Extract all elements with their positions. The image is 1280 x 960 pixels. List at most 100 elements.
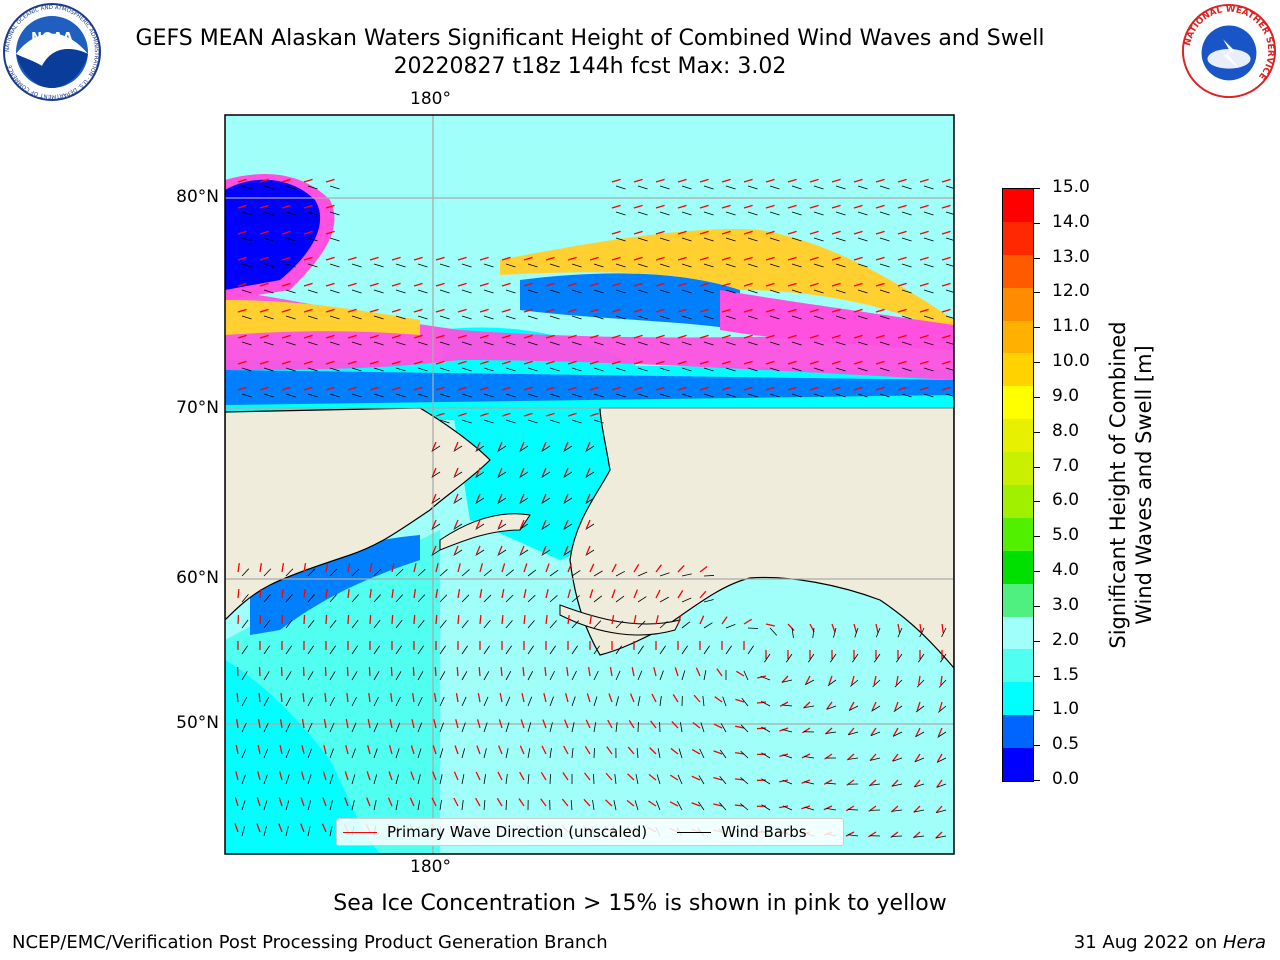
wave-direction-arrow <box>743 334 753 339</box>
wave-direction-arrow <box>236 692 239 703</box>
wind-barb <box>901 263 912 268</box>
wave-direction-arrow <box>609 667 613 677</box>
wind-barb <box>923 289 934 294</box>
wind-barb <box>541 549 551 556</box>
wind-barb <box>329 696 335 707</box>
wave-direction-arrow <box>853 178 863 183</box>
wind-barb <box>941 627 947 638</box>
wind-barb <box>896 653 903 663</box>
wind-barb <box>879 341 890 346</box>
wave-direction-arrow <box>583 798 591 807</box>
wave-direction-arrow <box>237 256 247 261</box>
colorbar-segment <box>1003 320 1033 354</box>
colorbar-segment <box>1003 188 1033 222</box>
wave-direction-arrow <box>457 412 467 417</box>
wave-direction-arrow <box>369 563 373 573</box>
wave-direction-arrow <box>324 692 327 703</box>
wind-barb <box>659 237 670 242</box>
wave-direction-arrow <box>734 778 745 781</box>
wave-direction-arrow <box>435 614 438 625</box>
land-peninsula <box>559 604 681 636</box>
colorbar-segment <box>1003 386 1033 420</box>
wind-barb <box>461 722 466 733</box>
wind-barb <box>747 289 758 294</box>
wave-direction-arrow <box>453 493 459 503</box>
wave-direction-arrow <box>435 282 445 287</box>
wind-barb <box>483 594 492 603</box>
wind-barb <box>285 341 296 346</box>
wave-direction-arrow <box>937 727 943 737</box>
wave-direction-arrow <box>787 256 797 261</box>
wave-direction-arrow <box>303 178 313 183</box>
wind-barb <box>681 367 692 372</box>
wind-barb <box>439 645 446 655</box>
wind-barb <box>453 523 463 530</box>
wind-barb <box>699 748 705 759</box>
colorbar-tick-label: 2.0 <box>1052 629 1080 650</box>
wind-barb <box>285 619 293 629</box>
wave-direction-arrow <box>323 745 327 755</box>
colorbar-segment <box>1003 583 1033 617</box>
wind-barb <box>285 315 296 320</box>
wave-direction-arrow <box>875 334 885 339</box>
wind-barb <box>769 263 780 268</box>
wave-direction-arrow <box>941 256 951 261</box>
wind-barb <box>431 497 441 504</box>
wind-barb <box>725 367 736 372</box>
wave-direction-arrow <box>699 590 707 599</box>
wind-barb <box>916 679 925 688</box>
wind-barb <box>395 671 402 681</box>
wave-direction-arrow <box>567 614 570 625</box>
wind-barb <box>769 315 780 320</box>
wind-barb <box>241 367 252 372</box>
wave-direction-arrow <box>677 386 687 391</box>
wave-direction-arrow <box>413 614 416 625</box>
wind-barb <box>571 722 575 733</box>
lat-label-60: 60°N <box>176 568 219 588</box>
wind-barb <box>937 731 947 738</box>
colorbar-tick-mark <box>1034 605 1040 607</box>
wave-direction-arrow <box>325 256 335 261</box>
wind-barb <box>373 289 384 294</box>
wave-direction-arrow <box>435 386 445 391</box>
wave-direction-arrow <box>563 467 569 477</box>
wave-direction-arrow <box>413 256 423 261</box>
wave-direction-arrow <box>677 230 687 235</box>
wave-direction-arrow <box>519 771 525 781</box>
wind-barb <box>681 237 692 242</box>
wave-direction-arrow <box>655 589 661 599</box>
wave-direction-arrow <box>831 308 841 313</box>
wind-barb <box>497 445 507 452</box>
wind-barb <box>263 393 274 398</box>
wave-direction-arrow <box>479 282 489 287</box>
wind-barb <box>395 289 406 294</box>
wind-barb <box>791 627 794 638</box>
wind-barb <box>901 341 912 346</box>
wave-direction-arrow <box>347 308 357 313</box>
wave-direction-arrow <box>853 282 863 287</box>
wind-barb <box>285 367 296 372</box>
wave-direction-arrow <box>633 615 637 625</box>
wind-barb <box>698 775 705 785</box>
wind-barb <box>241 826 246 837</box>
wind-barb <box>761 726 771 733</box>
wave-direction-arrow <box>501 614 504 625</box>
wave-direction-arrow <box>809 386 819 391</box>
colorbar-label-line2: Wind Waves and Swell [m] <box>1132 345 1156 625</box>
wind-barb <box>857 315 868 320</box>
wind-barb <box>854 627 859 638</box>
wind-barb <box>417 774 421 785</box>
wave-direction-arrow <box>281 308 291 313</box>
wave-direction-arrow <box>235 771 239 781</box>
wave-direction-arrow <box>346 666 349 677</box>
wave-direction-arrow <box>938 701 943 711</box>
wave-direction-arrow <box>433 693 437 703</box>
wind-barb <box>847 809 859 811</box>
wind-barb <box>725 185 736 190</box>
wave-direction-arrow <box>497 519 503 529</box>
wave-direction-arrow <box>897 308 907 313</box>
wave-direction-arrow <box>391 308 401 313</box>
wind-barb <box>747 263 758 268</box>
wave-direction-arrow <box>347 282 357 287</box>
wind-barb <box>527 722 532 733</box>
